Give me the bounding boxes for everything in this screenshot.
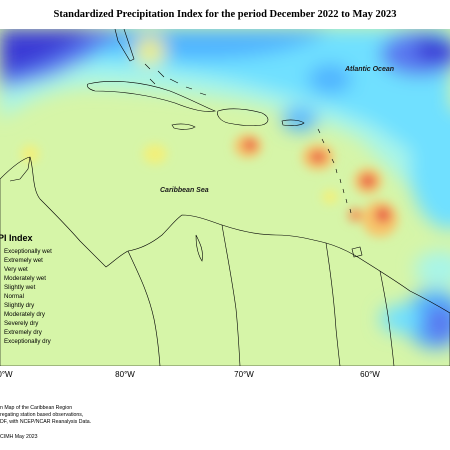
- legend-item: Normal: [4, 293, 24, 300]
- legend-item: Extremely wet: [4, 257, 43, 264]
- footnote-line: regating station based observations,: [0, 412, 84, 418]
- legend-item: Exceptionally dry: [4, 338, 51, 345]
- legend-item: Moderately dry: [4, 311, 45, 318]
- map-title: Standardized Precipitation Index for the…: [53, 9, 397, 20]
- caribbean-sea-label: Caribbean Sea: [160, 187, 209, 194]
- lon-label-90w: 0°W: [0, 370, 13, 379]
- dry-anomaly-layer: [21, 134, 398, 237]
- legend-item: Very wet: [4, 266, 28, 273]
- legend-item: Severely dry: [4, 320, 39, 327]
- footnote-line: DF, with NCEP/NCAR Reanalysis Data.: [0, 419, 92, 425]
- spi-map: Atlantic Ocean Caribbean Sea: [0, 29, 450, 366]
- footnote-credit: CIMH May 2023: [0, 434, 38, 440]
- legend-item: Slightly dry: [4, 302, 35, 309]
- legend-item: Exceptionally wet: [4, 248, 52, 255]
- legend-item: Extremely dry: [4, 329, 42, 336]
- lon-label-80w: 80°W: [115, 370, 135, 379]
- footnote-line: n Map of the Caribbean Region: [0, 405, 73, 411]
- legend-item: Moderately wet: [4, 275, 46, 282]
- lon-label-60w: 60°W: [360, 370, 380, 379]
- atlantic-ocean-label: Atlantic Ocean: [344, 66, 394, 73]
- wet-anomaly-layer: [0, 29, 450, 349]
- land-outlines: [0, 29, 450, 366]
- lon-label-70w: 70°W: [234, 370, 254, 379]
- legend-title: PI Index: [0, 233, 33, 243]
- legend-item: Slightly wet: [4, 284, 36, 291]
